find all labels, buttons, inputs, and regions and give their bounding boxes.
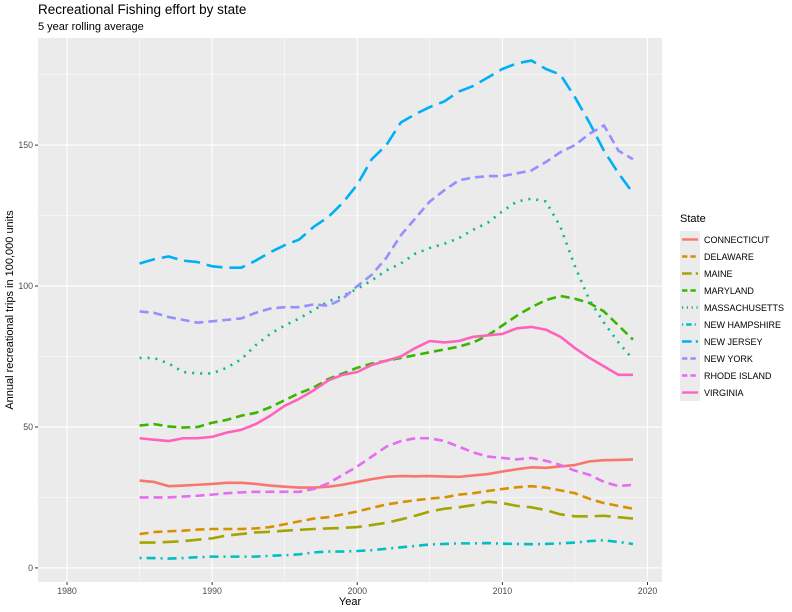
series-line-new-hampshire (139, 538, 634, 560)
legend-key-maine (680, 265, 700, 282)
legend-key-new-hampshire (680, 316, 700, 333)
legend-title: State (680, 213, 706, 225)
x-tick-label: 1990 (202, 586, 222, 596)
legend-label: NEW YORK (704, 353, 753, 364)
legend-item-new-york: NEW YORK (680, 350, 784, 367)
x-axis-title: Year (339, 596, 362, 608)
legend-label: MASSACHUSETTS (704, 302, 785, 313)
legend-key-delaware (680, 248, 700, 265)
legend-key-new-jersey (680, 333, 700, 350)
legend-item-massachusetts: MASSACHUSETTS (680, 299, 784, 316)
legend-label: DELAWARE (704, 251, 754, 262)
legend-item-new-jersey: NEW JERSEY (680, 333, 784, 350)
series-line-virginia (139, 325, 633, 443)
legend-item-delaware: DELAWARE (680, 248, 784, 265)
legend-label: VIRGINIA (704, 387, 744, 398)
legend-items: CONNECTICUT DELAWARE MAINE MARYLAND MASSACHU… (680, 231, 784, 401)
legend-item-virginia: VIRGINIA (680, 384, 784, 401)
y-tick-label: 50 (23, 422, 33, 432)
legend-label: MAINE (704, 268, 733, 279)
y-tick-label: 150 (18, 140, 33, 150)
legend-label: NEW JERSEY (704, 336, 763, 347)
series-line-connecticut (139, 458, 634, 489)
legend-key-massachusetts (680, 299, 700, 316)
legend-item-maine: MAINE (680, 265, 784, 282)
plot-panel (38, 38, 662, 582)
x-tick-label: 2020 (638, 586, 658, 596)
legend-label: RHODE ISLAND (704, 370, 772, 381)
x-tick-label: 1980 (57, 586, 77, 596)
legend-key-virginia (680, 384, 700, 401)
y-axis-title: Annual recreational trips in 100,000 uni… (4, 210, 16, 410)
legend-item-connecticut: CONNECTICUT (680, 231, 784, 248)
legend-item-new-hampshire: NEW HAMPSHIRE (680, 316, 784, 333)
legend-item-maryland: MARYLAND (680, 282, 784, 299)
legend-key-new-york (680, 350, 700, 367)
chart-title: Recreational Fishing effort by state (38, 2, 247, 17)
series-line-new-york (139, 124, 634, 324)
series-line-rhode-island (139, 436, 634, 499)
series-line-maine (139, 500, 634, 544)
legend-label: NEW HAMPSHIRE (704, 319, 782, 330)
legend-key-rhode-island (680, 367, 700, 384)
legend-key-maryland (680, 282, 700, 299)
legend-item-rhode-island: RHODE ISLAND (680, 367, 784, 384)
legend-label: CONNECTICUT (704, 234, 770, 245)
series-line-new-jersey (139, 59, 635, 270)
legend: State CONNECTICUT DELAWARE MAINE MARYLAND MA… (680, 213, 784, 401)
x-tick-label: 2000 (347, 586, 367, 596)
x-tick-label: 2010 (493, 586, 513, 596)
chart-subtitle: 5 year rolling average (38, 21, 144, 33)
legend-label: MARYLAND (704, 285, 754, 296)
y-tick-label: 100 (18, 281, 33, 291)
y-tick-label: 0 (28, 563, 33, 573)
legend-key-connecticut (680, 231, 700, 248)
